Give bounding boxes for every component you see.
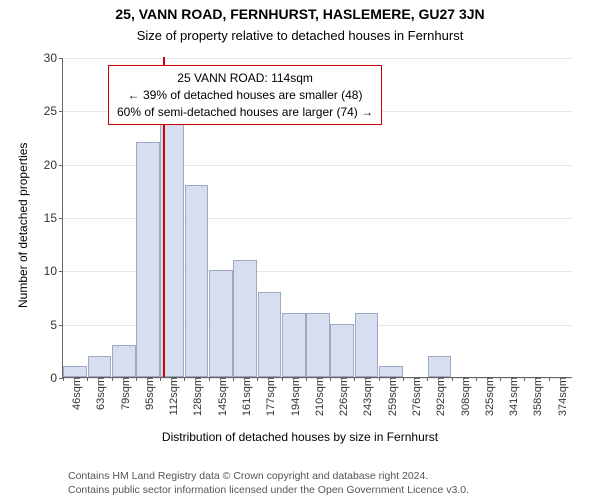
xtick-mark [87,377,88,381]
bar [355,313,379,377]
ytick-label: 30 [44,51,63,65]
bar [112,345,136,377]
xtick-mark [427,377,428,381]
bar [428,356,452,377]
annotation-box: 25 VANN ROAD: 114sqm ← 39% of detached h… [108,65,382,125]
xtick-mark [476,377,477,381]
xtick-label: 210sqm [310,377,326,416]
xtick-mark [379,377,380,381]
xtick-label: 194sqm [286,377,302,416]
ytick-label: 5 [50,318,63,332]
xtick-label: 145sqm [213,377,229,416]
xtick-mark [136,377,137,381]
bar [233,260,257,377]
xtick-label: 358sqm [528,377,544,416]
bar [63,366,87,377]
bar [88,356,112,377]
bar [306,313,330,377]
bar [282,313,306,377]
xtick-label: 46sqm [67,377,83,410]
x-axis-label: Distribution of detached houses by size … [0,430,600,444]
xtick-mark [354,377,355,381]
xtick-mark [184,377,185,381]
xtick-mark [282,377,283,381]
xtick-mark [160,377,161,381]
ytick-label: 25 [44,104,63,118]
bar [209,270,233,377]
annotation-line1: 25 VANN ROAD: 114sqm [117,70,373,87]
xtick-label: 308sqm [456,377,472,416]
xtick-label: 243sqm [358,377,374,416]
chart-container: 25, VANN ROAD, FERNHURST, HASLEMERE, GU2… [0,0,600,500]
y-axis-label: Number of detached properties [16,143,30,308]
xtick-label: 374sqm [553,377,569,416]
xtick-mark [233,377,234,381]
xtick-mark [403,377,404,381]
xtick-mark [330,377,331,381]
ytick-label: 15 [44,211,63,225]
xtick-mark [63,377,64,381]
xtick-label: 341sqm [504,377,520,416]
xtick-label: 259sqm [383,377,399,416]
xtick-label: 95sqm [140,377,156,410]
bar [379,366,403,377]
bar [185,185,209,377]
xtick-label: 128sqm [188,377,204,416]
xtick-mark [257,377,258,381]
xtick-mark [500,377,501,381]
xtick-label: 79sqm [116,377,132,410]
attribution: Contains HM Land Registry data © Crown c… [68,470,469,497]
chart-address-title: 25, VANN ROAD, FERNHURST, HASLEMERE, GU2… [0,6,600,22]
annotation-line3: 60% of semi-detached houses are larger (… [117,104,373,121]
ytick-label: 0 [50,371,63,385]
xtick-mark [549,377,550,381]
xtick-mark [452,377,453,381]
bar [330,324,354,377]
bar [136,142,160,377]
xtick-label: 226sqm [334,377,350,416]
chart-subtitle: Size of property relative to detached ho… [0,28,600,43]
attribution-line1: Contains HM Land Registry data © Crown c… [68,470,469,484]
ytick-label: 10 [44,264,63,278]
xtick-label: 112sqm [164,377,180,415]
xtick-mark [209,377,210,381]
gridline [63,58,572,59]
xtick-label: 292sqm [431,377,447,416]
xtick-label: 325sqm [480,377,496,416]
xtick-mark [112,377,113,381]
xtick-label: 177sqm [261,377,277,416]
attribution-line2: Contains public sector information licen… [68,484,469,498]
xtick-label: 63sqm [91,377,107,410]
ytick-label: 20 [44,158,63,172]
xtick-label: 161sqm [237,377,253,416]
xtick-mark [306,377,307,381]
annotation-line2: ← 39% of detached houses are smaller (48… [117,87,373,104]
bar [258,292,282,377]
xtick-mark [524,377,525,381]
xtick-label: 276sqm [407,377,423,416]
